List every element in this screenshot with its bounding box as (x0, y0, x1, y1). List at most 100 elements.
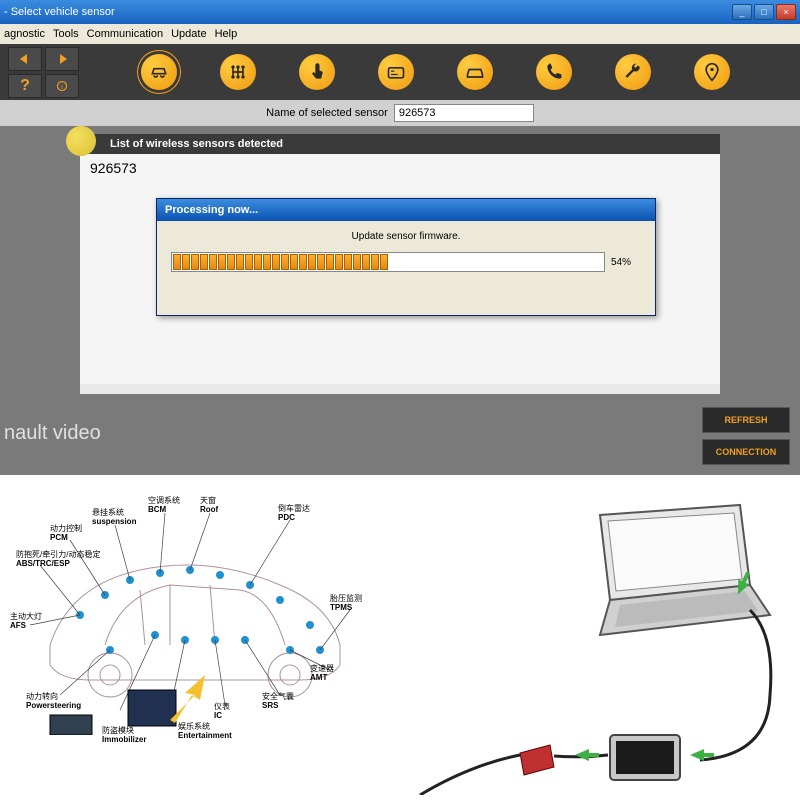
lower-diagram: 防抱死/牵引力/动态稳定ABS/TRC/ESP 动力控制PCM 悬挂系统susp… (0, 475, 800, 800)
car-diagram: 防抱死/牵引力/动态稳定ABS/TRC/ESP 动力控制PCM 悬挂系统susp… (10, 495, 380, 780)
card-icon[interactable] (378, 54, 414, 90)
label-pdc: 倒车雷达PDC (278, 505, 310, 523)
progress-segment (551, 254, 559, 270)
progress-segment (533, 254, 541, 270)
progress-segment (263, 254, 271, 270)
label-tpms: 胎压监测TPMS (330, 595, 362, 613)
dialog-body: Update sensor firmware. 54% (157, 221, 655, 282)
progress-bar (171, 252, 605, 272)
svg-text:i: i (61, 82, 63, 91)
processing-dialog: Processing now... Update sensor firmware… (156, 198, 656, 316)
progress-segment (173, 254, 181, 270)
label-srs: 安全气囊SRS (262, 693, 294, 711)
progress-segment (344, 254, 352, 270)
circle-toolbar (79, 54, 792, 90)
progress-segment (479, 254, 487, 270)
forward-button[interactable] (45, 47, 79, 71)
right-buttons: REFRESH CONNECTION (702, 407, 790, 465)
label-bcm: 空调系统BCM (148, 497, 180, 515)
progress-segment (416, 254, 424, 270)
label-pcm: 动力控制PCM (50, 525, 82, 543)
connection-diagram (380, 495, 790, 780)
connection-svg (380, 495, 780, 795)
menu-communication[interactable]: Communication (87, 28, 163, 40)
maximize-button[interactable]: □ (754, 4, 774, 20)
refresh-button[interactable]: REFRESH (702, 407, 790, 433)
nav-grid: ? i (8, 47, 79, 98)
label-ent: 娱乐系统Entertainment (178, 723, 232, 741)
progress-segment (191, 254, 199, 270)
progress-segment (443, 254, 451, 270)
progress-segment (506, 254, 514, 270)
toolbar: ? i (0, 44, 800, 100)
progress-segment (524, 254, 532, 270)
progress-segment (182, 254, 190, 270)
sensor-name-input[interactable] (394, 104, 534, 122)
progress-segment (200, 254, 208, 270)
progress-segment (326, 254, 334, 270)
progress-segment (281, 254, 289, 270)
info-button[interactable]: i (45, 74, 79, 98)
progress-segment (254, 254, 262, 270)
label-abs: 防抱死/牵引力/动态稳定ABS/TRC/ESP (16, 551, 100, 569)
progress-segment (497, 254, 505, 270)
wrench-icon[interactable] (615, 54, 651, 90)
vehicle-icon[interactable] (141, 54, 177, 90)
menu-help[interactable]: Help (215, 28, 238, 40)
progress-segment (299, 254, 307, 270)
touch-icon[interactable] (299, 54, 335, 90)
window-controls: _ □ × (732, 4, 796, 20)
menu-tools[interactable]: Tools (53, 28, 79, 40)
progress-segment (380, 254, 388, 270)
phone-icon[interactable] (536, 54, 572, 90)
label-immo: 防盗模块Immobilizer (102, 727, 146, 745)
progress-segment (353, 254, 361, 270)
progress-segment (488, 254, 496, 270)
progress-segment (245, 254, 253, 270)
list-header: List of wireless sensors detected (80, 134, 720, 154)
dialog-message: Update sensor firmware. (171, 231, 641, 242)
location-icon[interactable] (694, 54, 730, 90)
label-roof: 天窗Roof (200, 497, 218, 515)
close-button[interactable]: × (776, 4, 796, 20)
progress-segment (272, 254, 280, 270)
progress-percent: 54% (611, 257, 641, 268)
gearbox-icon[interactable] (220, 54, 256, 90)
progress-segment (407, 254, 415, 270)
progress-segment (434, 254, 442, 270)
progress-segment (560, 254, 568, 270)
progress-segment (236, 254, 244, 270)
progress-segment (461, 254, 469, 270)
progress-segment (335, 254, 343, 270)
header-dot-icon (66, 126, 96, 156)
progress-segment (425, 254, 433, 270)
label-amt: 变速器AMT (310, 665, 334, 683)
window-title: - Select vehicle sensor (4, 6, 732, 18)
sensor-name-label: Name of selected sensor (266, 107, 388, 119)
progress-segment (452, 254, 460, 270)
menubar: agnostic Tools Communication Update Help (0, 24, 800, 44)
progress-segment (398, 254, 406, 270)
progress-segment (389, 254, 397, 270)
app-window: - Select vehicle sensor _ □ × agnostic T… (0, 0, 800, 475)
sensor-list-item[interactable]: 926573 (90, 160, 710, 176)
progress-segment (290, 254, 298, 270)
list-header-text: List of wireless sensors detected (110, 138, 283, 150)
menu-update[interactable]: Update (171, 28, 206, 40)
menu-diagnostic[interactable]: agnostic (4, 28, 45, 40)
progress-segment (227, 254, 235, 270)
vehicle2-icon[interactable] (457, 54, 493, 90)
help-button[interactable]: ? (8, 74, 42, 98)
progress-segment (371, 254, 379, 270)
progress-wrap: 54% (171, 252, 641, 272)
progress-segment (317, 254, 325, 270)
minimize-button[interactable]: _ (732, 4, 752, 20)
progress-segment (209, 254, 217, 270)
progress-segment (470, 254, 478, 270)
label-ps: 动力转向Powersteering (26, 693, 81, 711)
watermark-text: nault video (0, 422, 101, 445)
back-button[interactable] (8, 47, 42, 71)
dialog-titlebar: Processing now... (157, 199, 655, 221)
connection-button[interactable]: CONNECTION (702, 439, 790, 465)
progress-segment (542, 254, 550, 270)
